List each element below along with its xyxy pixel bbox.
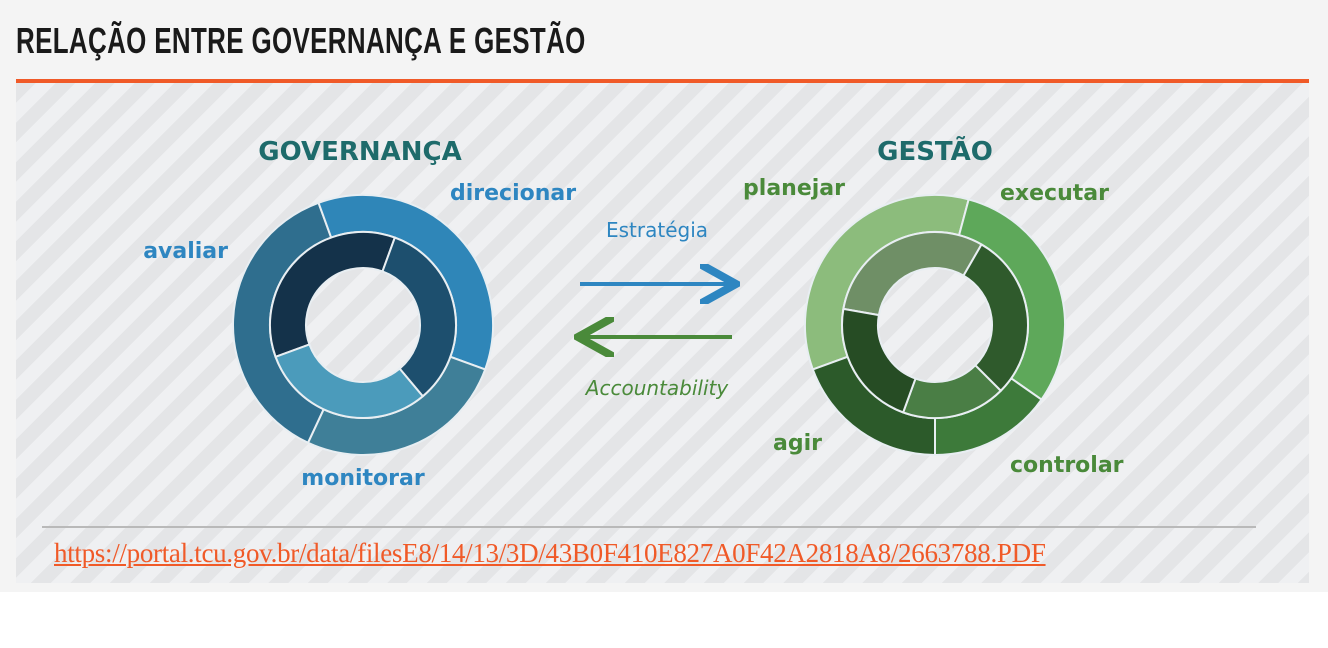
stage-controlar: controlar xyxy=(1010,453,1124,478)
stage-direcionar: direcionar xyxy=(450,181,576,206)
planejar-inner-segment xyxy=(842,231,983,317)
monitorar-inner-segment xyxy=(274,343,425,419)
management-cycle xyxy=(804,194,1066,457)
stage-executar: executar xyxy=(1000,181,1109,206)
source-link[interactable]: https://portal.tcu.gov.br/data/filesE8/1… xyxy=(54,538,1046,568)
page-title: RELAÇÃO ENTRE GOVERNANÇA E GESTÃO xyxy=(16,20,586,61)
gestao-title: GESTÃO xyxy=(877,135,993,167)
stage-monitorar: monitorar xyxy=(301,466,425,491)
avaliar-inner-segment xyxy=(269,231,397,359)
source-divider xyxy=(42,526,1256,528)
stage-planejar: planejar xyxy=(743,176,845,201)
title-divider xyxy=(16,79,1309,83)
stage-agir: agir xyxy=(773,431,822,456)
stage-avaliar: avaliar xyxy=(143,239,228,264)
accountability-label: Accountability xyxy=(584,376,730,400)
diagram-panel xyxy=(16,83,1309,583)
agir-inner-segment xyxy=(841,307,917,414)
executar-inner-segment xyxy=(962,243,1029,393)
strategy-label: Estratégia xyxy=(606,218,708,242)
direcionar-inner-segment xyxy=(381,236,457,398)
governanca-title: GOVERNANÇA xyxy=(258,137,462,167)
governance-cycle xyxy=(232,194,494,456)
